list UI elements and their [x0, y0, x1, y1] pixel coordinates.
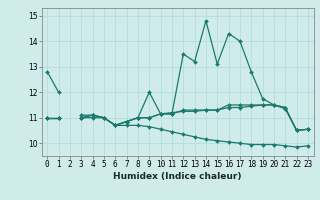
- X-axis label: Humidex (Indice chaleur): Humidex (Indice chaleur): [113, 172, 242, 181]
